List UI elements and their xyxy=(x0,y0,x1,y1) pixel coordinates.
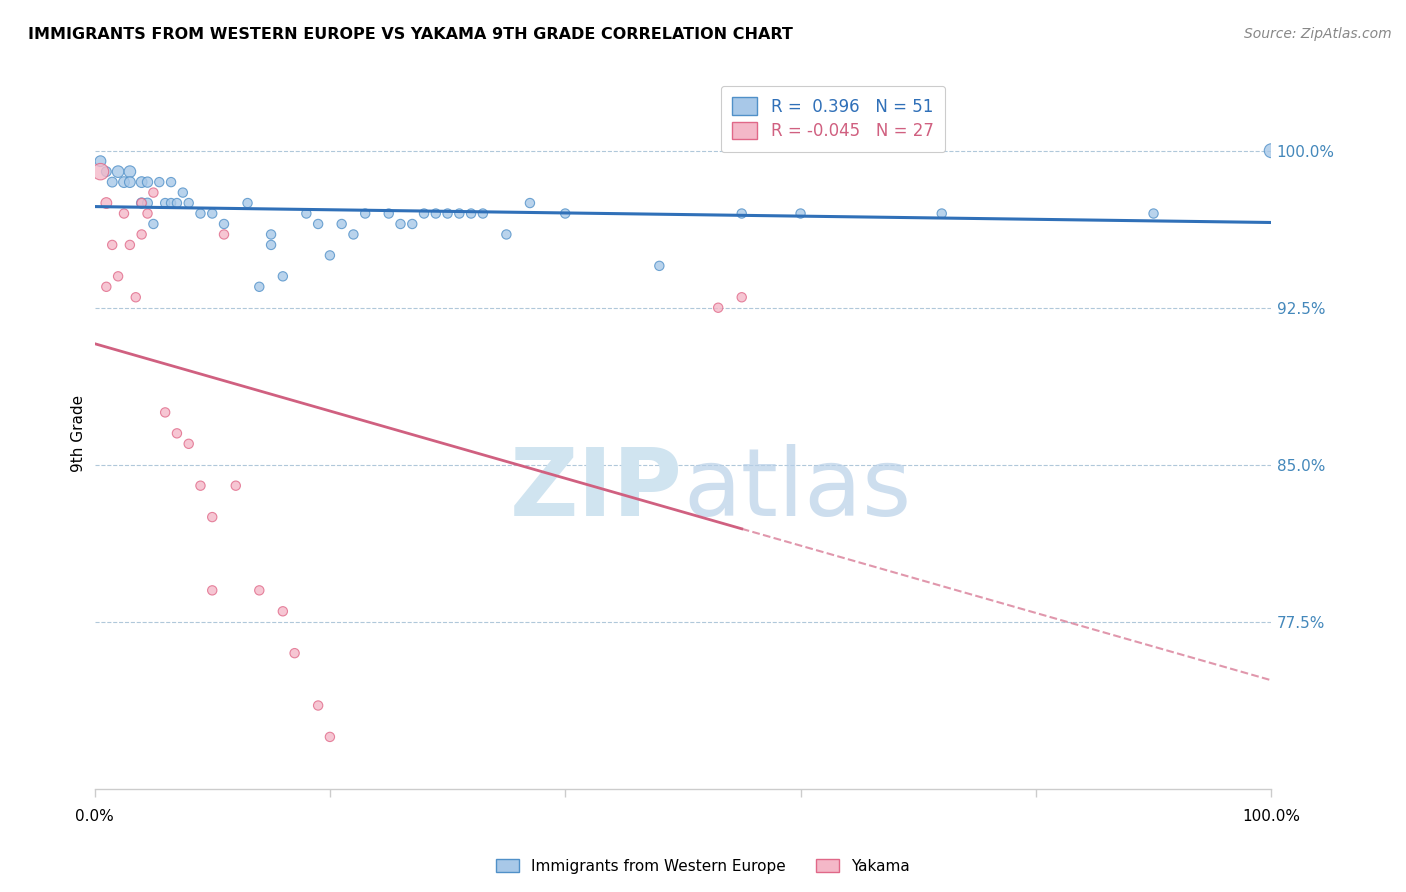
Point xyxy=(225,478,247,492)
Point xyxy=(731,206,754,220)
Point xyxy=(519,196,541,211)
Point xyxy=(190,206,212,220)
Point xyxy=(449,206,471,220)
Point xyxy=(177,196,200,211)
Point xyxy=(377,206,399,220)
Point xyxy=(136,206,159,220)
Point xyxy=(201,510,224,524)
Point xyxy=(401,217,423,231)
Text: 100.0%: 100.0% xyxy=(1243,809,1301,824)
Point xyxy=(142,186,165,200)
Point xyxy=(89,154,111,169)
Point xyxy=(172,186,194,200)
Point xyxy=(307,217,329,231)
Point xyxy=(96,280,118,294)
Point xyxy=(789,206,811,220)
Point xyxy=(101,175,124,189)
Point xyxy=(160,196,183,211)
Legend: Immigrants from Western Europe, Yakama: Immigrants from Western Europe, Yakama xyxy=(489,853,917,880)
Y-axis label: 9th Grade: 9th Grade xyxy=(72,395,86,472)
Point xyxy=(471,206,494,220)
Legend: R =  0.396   N = 51, R = -0.045   N = 27: R = 0.396 N = 51, R = -0.045 N = 27 xyxy=(721,86,945,153)
Point xyxy=(177,437,200,451)
Text: atlas: atlas xyxy=(683,444,911,536)
Point xyxy=(107,269,129,284)
Point xyxy=(190,478,212,492)
Text: IMMIGRANTS FROM WESTERN EUROPE VS YAKAMA 9TH GRADE CORRELATION CHART: IMMIGRANTS FROM WESTERN EUROPE VS YAKAMA… xyxy=(28,27,793,42)
Point xyxy=(260,227,283,242)
Point xyxy=(107,164,129,178)
Point xyxy=(1260,144,1282,158)
Point xyxy=(271,269,294,284)
Point xyxy=(342,227,364,242)
Point xyxy=(153,196,176,211)
Point xyxy=(136,196,159,211)
Point xyxy=(247,280,270,294)
Point xyxy=(436,206,458,220)
Text: Source: ZipAtlas.com: Source: ZipAtlas.com xyxy=(1244,27,1392,41)
Point xyxy=(153,405,176,419)
Point xyxy=(136,175,159,189)
Point xyxy=(413,206,436,220)
Point xyxy=(101,238,124,252)
Point xyxy=(295,206,318,220)
Point xyxy=(330,217,353,231)
Point xyxy=(118,164,141,178)
Point xyxy=(731,290,754,304)
Point xyxy=(160,175,183,189)
Point xyxy=(354,206,377,220)
Point xyxy=(131,196,153,211)
Point xyxy=(460,206,482,220)
Point xyxy=(307,698,329,713)
Point xyxy=(931,206,953,220)
Point xyxy=(96,196,118,211)
Point xyxy=(236,196,259,211)
Point xyxy=(166,426,188,441)
Point xyxy=(425,206,447,220)
Point xyxy=(89,164,111,178)
Point xyxy=(96,164,118,178)
Point xyxy=(131,175,153,189)
Point xyxy=(495,227,517,242)
Point xyxy=(131,227,153,242)
Point xyxy=(201,206,224,220)
Point xyxy=(118,238,141,252)
Point xyxy=(648,259,671,273)
Point xyxy=(707,301,730,315)
Point xyxy=(212,227,235,242)
Text: ZIP: ZIP xyxy=(510,444,683,536)
Text: 0.0%: 0.0% xyxy=(75,809,114,824)
Point xyxy=(131,196,153,211)
Point xyxy=(247,583,270,598)
Point xyxy=(284,646,307,660)
Point xyxy=(554,206,576,220)
Point xyxy=(1142,206,1164,220)
Point xyxy=(166,196,188,211)
Point xyxy=(319,730,342,744)
Point xyxy=(201,583,224,598)
Point xyxy=(142,217,165,231)
Point xyxy=(112,206,135,220)
Point xyxy=(271,604,294,618)
Point xyxy=(319,248,342,262)
Point xyxy=(260,238,283,252)
Point xyxy=(148,175,170,189)
Point xyxy=(212,217,235,231)
Point xyxy=(118,175,141,189)
Point xyxy=(112,175,135,189)
Point xyxy=(389,217,412,231)
Point xyxy=(125,290,148,304)
